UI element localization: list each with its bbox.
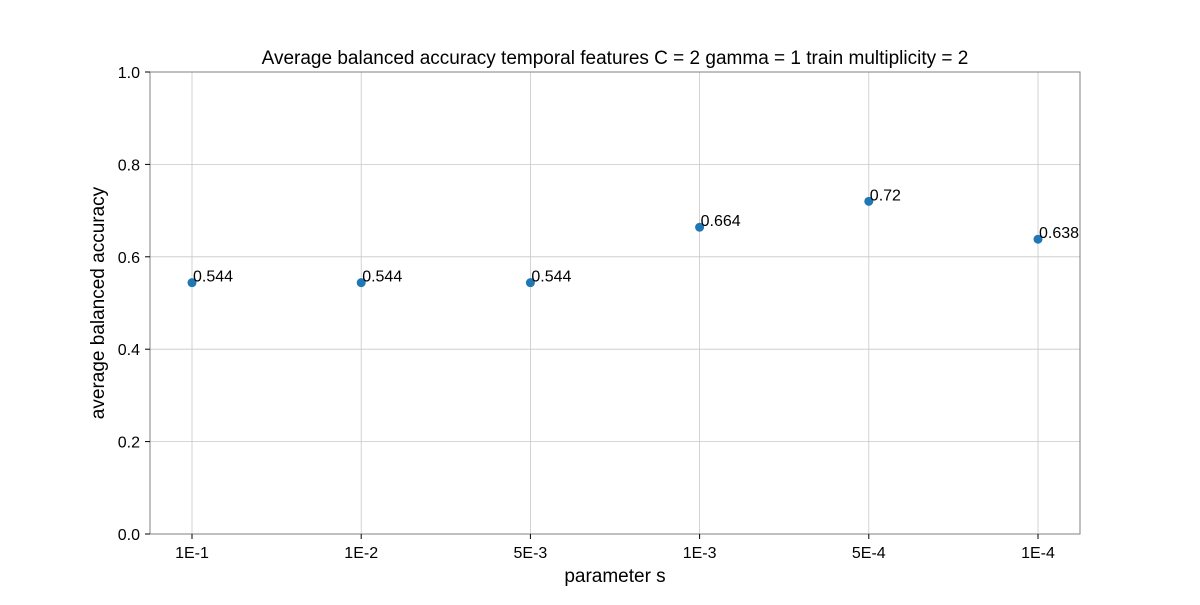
data-point bbox=[864, 196, 874, 206]
chart-title: Average balanced accuracy temporal featu… bbox=[262, 48, 969, 69]
x-axis-label: parameter s bbox=[564, 566, 665, 587]
data-point bbox=[187, 278, 197, 288]
x-tick-label: 1E-4 bbox=[1021, 545, 1055, 562]
y-axis-label: average balanced accuracy bbox=[88, 186, 109, 419]
data-point bbox=[695, 222, 705, 232]
data-label: 0.664 bbox=[701, 213, 741, 230]
x-tick-label: 1E-3 bbox=[683, 545, 717, 562]
data-point bbox=[525, 278, 535, 288]
data-point bbox=[356, 278, 366, 288]
data-point bbox=[1033, 234, 1043, 244]
x-tick-label: 5E-3 bbox=[514, 545, 548, 562]
y-tick-label: 0.0 bbox=[118, 527, 140, 544]
x-tick-label: 5E-4 bbox=[852, 545, 886, 562]
y-axis-ticks: 0.0 0.2 0.4 0.6 0.8 1.0 bbox=[118, 65, 150, 544]
x-tick-label: 1E-1 bbox=[175, 545, 209, 562]
data-points bbox=[187, 196, 1043, 288]
y-tick-label: 0.2 bbox=[118, 435, 140, 452]
y-tick-label: 0.8 bbox=[118, 157, 140, 174]
x-tick-label: 1E-2 bbox=[344, 545, 378, 562]
x-axis-ticks: 1E-1 1E-2 5E-3 1E-3 5E-4 1E-4 bbox=[175, 534, 1055, 562]
data-label: 0.544 bbox=[193, 269, 233, 286]
data-label: 0.544 bbox=[362, 269, 402, 286]
data-label: 0.638 bbox=[1039, 225, 1079, 242]
data-label: 0.72 bbox=[870, 187, 901, 204]
data-label: 0.544 bbox=[531, 269, 571, 286]
y-tick-label: 0.6 bbox=[118, 250, 140, 267]
plot-frame bbox=[149, 71, 1081, 535]
data-labels: 0.544 0.544 0.544 0.664 0.72 0.638 bbox=[193, 187, 1079, 285]
y-tick-label: 0.4 bbox=[118, 342, 140, 359]
grid-lines bbox=[150, 71, 1080, 535]
y-tick-label: 1.0 bbox=[118, 65, 140, 82]
